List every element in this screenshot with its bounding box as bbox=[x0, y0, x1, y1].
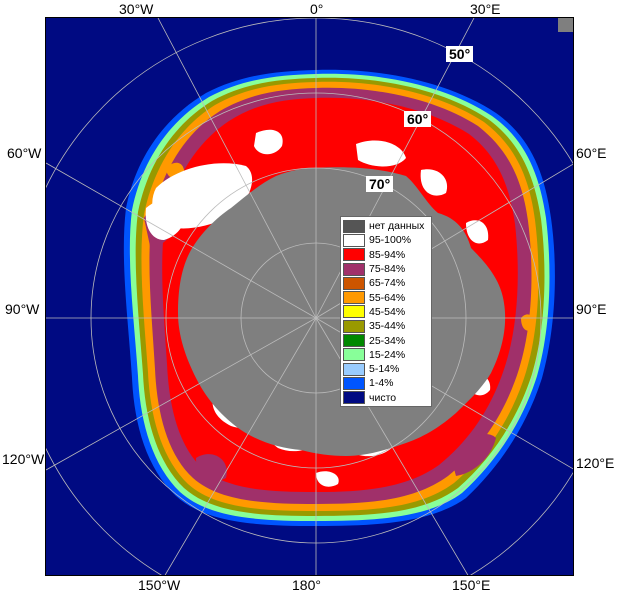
legend-swatch bbox=[343, 348, 365, 362]
ice-patch-75-84 bbox=[196, 454, 227, 482]
ice-patch-75-84 bbox=[451, 434, 496, 476]
legend-swatch bbox=[343, 376, 365, 390]
legend-swatch bbox=[343, 362, 365, 376]
legend-item: нет данных bbox=[343, 219, 429, 233]
legend-label: 75-84% bbox=[369, 263, 406, 276]
legend-swatch bbox=[343, 305, 365, 319]
legend-item: 75-84% bbox=[343, 262, 429, 276]
meridian-label-90w: 90°W bbox=[5, 301, 40, 317]
legend-swatch bbox=[343, 276, 365, 290]
legend-label: 25-34% bbox=[369, 334, 406, 347]
meridian-label-0-top: 0° bbox=[310, 1, 324, 17]
ice-patch-95-100 bbox=[254, 129, 283, 155]
meridian-label-120w: 120°W bbox=[2, 451, 45, 467]
ice-patch-95-100 bbox=[316, 471, 339, 487]
ice-patch-95-100 bbox=[356, 140, 406, 167]
meridian-label-150w: 150°W bbox=[138, 577, 181, 593]
meridian-label-150e: 150°E bbox=[452, 577, 491, 593]
meridian-label-120e: 120°E bbox=[576, 455, 615, 471]
legend-swatch bbox=[343, 262, 365, 276]
legend-swatch bbox=[343, 319, 365, 333]
legend-item: чисто bbox=[343, 391, 429, 405]
legend: нет данных 95-100% 85-94% 75-84% 65-74% 55-64… bbox=[340, 216, 432, 407]
latitude-label-50: 50° bbox=[446, 46, 474, 62]
legend-item: 65-74% bbox=[343, 276, 429, 290]
land-strip bbox=[558, 18, 573, 32]
legend-label: 45-54% bbox=[369, 305, 406, 318]
legend-item: 5-14% bbox=[343, 362, 429, 376]
legend-item: 45-54% bbox=[343, 305, 429, 319]
meridian-label-30w-top: 30°W bbox=[119, 1, 154, 17]
ice-patch-95-100 bbox=[466, 220, 489, 244]
legend-label: 55-64% bbox=[369, 291, 406, 304]
meridian-label-60e: 60°E bbox=[576, 145, 607, 161]
legend-item: 95-100% bbox=[343, 233, 429, 247]
legend-item: 55-64% bbox=[343, 290, 429, 305]
latitude-label-70: 70° bbox=[366, 176, 394, 192]
legend-item: 15-24% bbox=[343, 348, 429, 362]
ice-patch-95-100 bbox=[420, 169, 448, 196]
meridian-label-60w: 60°W bbox=[7, 145, 42, 161]
legend-label: 15-24% bbox=[369, 348, 406, 361]
legend-label: 95-100% bbox=[369, 234, 412, 247]
legend-swatch bbox=[343, 391, 365, 405]
legend-swatch bbox=[343, 334, 365, 348]
meridian-label-30e-top: 30°E bbox=[470, 1, 501, 17]
legend-label: 1-4% bbox=[369, 377, 394, 390]
legend-label: 85-94% bbox=[369, 248, 406, 261]
legend-item: 1-4% bbox=[343, 376, 429, 390]
legend-swatch bbox=[343, 233, 365, 247]
latitude-label-60: 60° bbox=[404, 111, 432, 127]
map-frame: 50° 60° 70° bbox=[45, 17, 574, 576]
sea-ice-map bbox=[46, 18, 573, 575]
legend-label: 65-74% bbox=[369, 277, 406, 290]
legend-swatch bbox=[343, 219, 365, 233]
graticule-parallels bbox=[46, 18, 573, 575]
legend-item: 25-34% bbox=[343, 333, 429, 348]
legend-item: 85-94% bbox=[343, 248, 429, 262]
legend-swatch bbox=[343, 291, 365, 305]
meridian-label-180: 180° bbox=[292, 577, 321, 593]
ice-patch-55-64 bbox=[521, 314, 535, 331]
legend-label: 5-14% bbox=[369, 363, 400, 376]
legend-label: 35-44% bbox=[369, 320, 406, 333]
legend-label: нет данных bbox=[369, 220, 425, 233]
ice-patch-95-100 bbox=[145, 197, 187, 240]
legend-label: чисто bbox=[369, 391, 397, 404]
legend-item: 35-44% bbox=[343, 319, 429, 333]
legend-swatch bbox=[343, 248, 365, 262]
meridian-label-90e: 90°E bbox=[576, 301, 607, 317]
